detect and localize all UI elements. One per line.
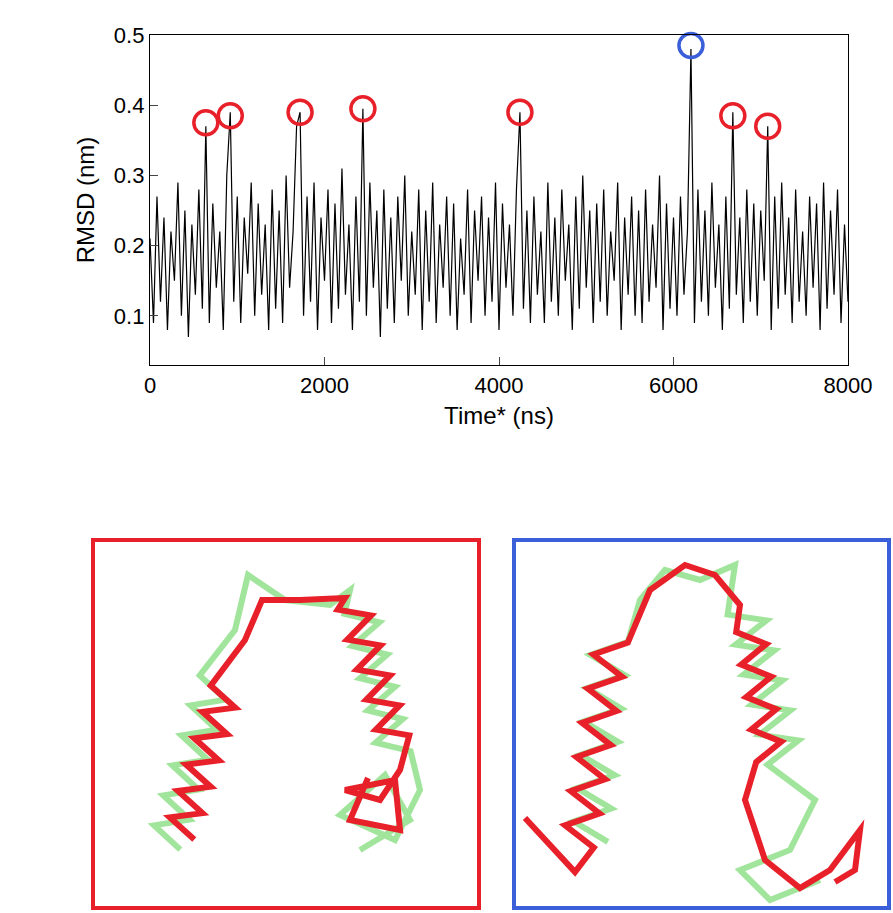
svg-text:Time* (ns): Time* (ns) — [444, 402, 554, 429]
svg-text:8000: 8000 — [824, 373, 873, 398]
svg-text:0.5: 0.5 — [114, 23, 145, 48]
svg-text:RMSD (nm): RMSD (nm) — [72, 137, 99, 264]
svg-text:2000: 2000 — [300, 373, 349, 398]
svg-text:0.4: 0.4 — [114, 93, 145, 118]
svg-text:0.3: 0.3 — [114, 163, 145, 188]
svg-text:6000: 6000 — [649, 373, 698, 398]
svg-text:0.1: 0.1 — [114, 304, 145, 329]
svg-text:4000: 4000 — [475, 373, 524, 398]
svg-text:0.2: 0.2 — [114, 233, 145, 258]
svg-text:0: 0 — [144, 373, 156, 398]
